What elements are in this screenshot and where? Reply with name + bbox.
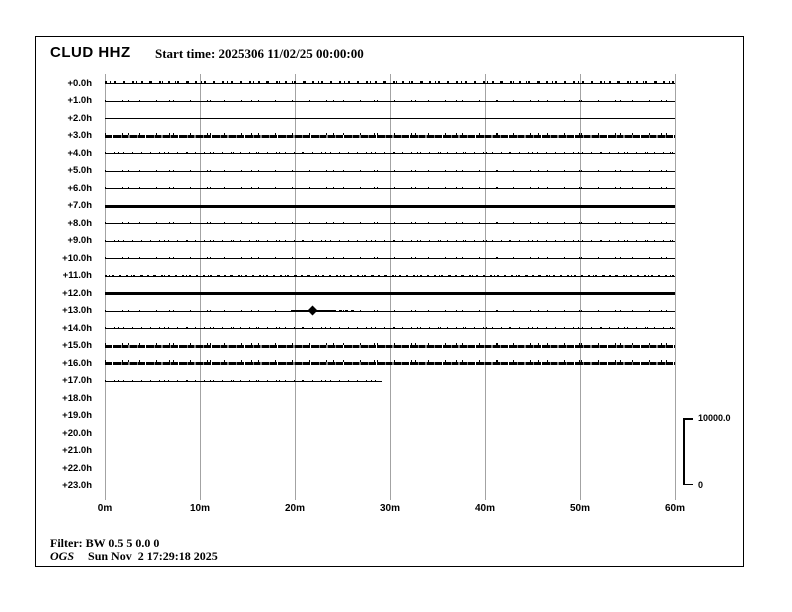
gridline-20m <box>295 74 296 500</box>
trace-noise <box>105 152 675 154</box>
scale-bar-top-tick <box>683 418 693 420</box>
x-axis-label-30m: 30m <box>379 503 400 514</box>
gridline-10m <box>200 74 201 500</box>
trace-line <box>105 292 675 295</box>
render-timestamp: Sun Nov 2 17:29:18 2025 <box>88 549 218 563</box>
trace-noise <box>105 222 675 224</box>
credit-line: OGS Sun Nov 2 17:29:18 2025 <box>50 549 218 564</box>
scale-min-label: 0 <box>698 480 704 490</box>
trace-noise <box>105 309 675 312</box>
x-axis-label-40m: 40m <box>474 503 495 514</box>
trace-row-15 <box>105 338 675 354</box>
gridline-30m <box>390 74 391 500</box>
scale-bar-line <box>683 418 685 485</box>
row-label-6: +6.0h <box>67 182 92 194</box>
trace-noise <box>105 187 675 189</box>
station-title: CLUD HHZ <box>50 44 131 61</box>
trace-noise <box>105 360 675 362</box>
row-label-18: +18.0h <box>62 392 92 404</box>
trace-row-11 <box>105 268 675 284</box>
trace-row-13 <box>105 303 675 319</box>
row-label-20: +20.0h <box>62 427 92 439</box>
trace-row-1 <box>105 93 675 109</box>
row-label-3: +3.0h <box>67 130 92 141</box>
row-label-9: +9.0h <box>67 235 92 246</box>
row-label-8: +8.0h <box>67 217 92 229</box>
row-label-17: +17.0h <box>62 375 92 386</box>
trace-line <box>105 134 675 138</box>
row-label-5: +5.0h <box>67 165 92 176</box>
x-axis-label-10m: 10m <box>189 503 210 514</box>
gridline-50m <box>580 74 581 500</box>
row-label-21: +21.0h <box>62 445 92 456</box>
trace-row-10 <box>105 250 675 266</box>
row-label-11: +11.0h <box>62 270 92 281</box>
trace-row-12 <box>105 285 675 301</box>
trace-noise <box>105 257 675 259</box>
row-label-12: +12.0h <box>62 287 92 299</box>
trace-row-9 <box>105 233 675 249</box>
trace-noise <box>105 81 675 84</box>
trace-noise <box>105 342 675 345</box>
trace-row-8 <box>105 215 675 231</box>
trace-noise <box>105 99 675 102</box>
trace-row-6 <box>105 180 675 196</box>
gridline-40m <box>485 74 486 500</box>
row-label-4: +4.0h <box>67 147 92 159</box>
trace-noise <box>105 239 675 242</box>
trace-noise <box>105 169 675 172</box>
row-label-14: +14.0h <box>62 322 92 334</box>
row-label-22: +22.0h <box>62 462 92 474</box>
agency-logo-text: OGS <box>50 549 75 563</box>
row-label-15: +15.0h <box>62 340 92 351</box>
trace-row-2 <box>105 110 675 126</box>
outer-border <box>35 36 744 567</box>
trace-row-16 <box>105 355 675 371</box>
trace-row-5 <box>105 163 675 179</box>
x-axis-label-20m: 20m <box>284 503 305 514</box>
start-time-label: Start time: 2025306 11/02/25 00:00:00 <box>155 46 364 61</box>
x-axis-label-50m: 50m <box>569 503 590 514</box>
row-label-0: +0.0h <box>67 77 92 89</box>
trace-row-17 <box>105 373 383 389</box>
filter-label: Filter: BW 0.5 5 0.0 0 <box>50 536 160 550</box>
row-label-19: +19.0h <box>62 410 92 421</box>
gridline-0m <box>105 74 106 500</box>
trace-noise <box>105 327 675 329</box>
trace-noise <box>105 379 383 382</box>
trace-noise <box>105 132 675 135</box>
x-axis-label-0m: 0m <box>97 503 113 514</box>
row-label-23: +23.0h <box>62 480 92 491</box>
trace-row-3 <box>105 128 675 144</box>
row-label-13: +13.0h <box>62 305 92 316</box>
row-label-1: +1.0h <box>67 95 92 106</box>
row-label-16: +16.0h <box>62 357 92 369</box>
trace-line <box>105 344 675 348</box>
trace-row-0 <box>105 75 675 91</box>
trace-line <box>105 362 675 365</box>
row-label-10: +10.0h <box>62 252 92 264</box>
row-label-2: +2.0h <box>67 112 92 124</box>
x-axis-label-60m: 60m <box>664 503 685 514</box>
trace-row-4 <box>105 145 675 161</box>
scale-max-label: 10000.0 <box>698 413 731 423</box>
trace-noise <box>105 274 675 277</box>
scale-bar-bottom-tick <box>683 483 693 485</box>
trace-line <box>105 118 675 119</box>
trace-row-14 <box>105 320 675 336</box>
trace-line <box>105 204 675 208</box>
gridline-60m <box>675 74 676 500</box>
trace-row-7 <box>105 198 675 214</box>
event-coda <box>333 309 355 311</box>
row-label-7: +7.0h <box>67 200 92 211</box>
